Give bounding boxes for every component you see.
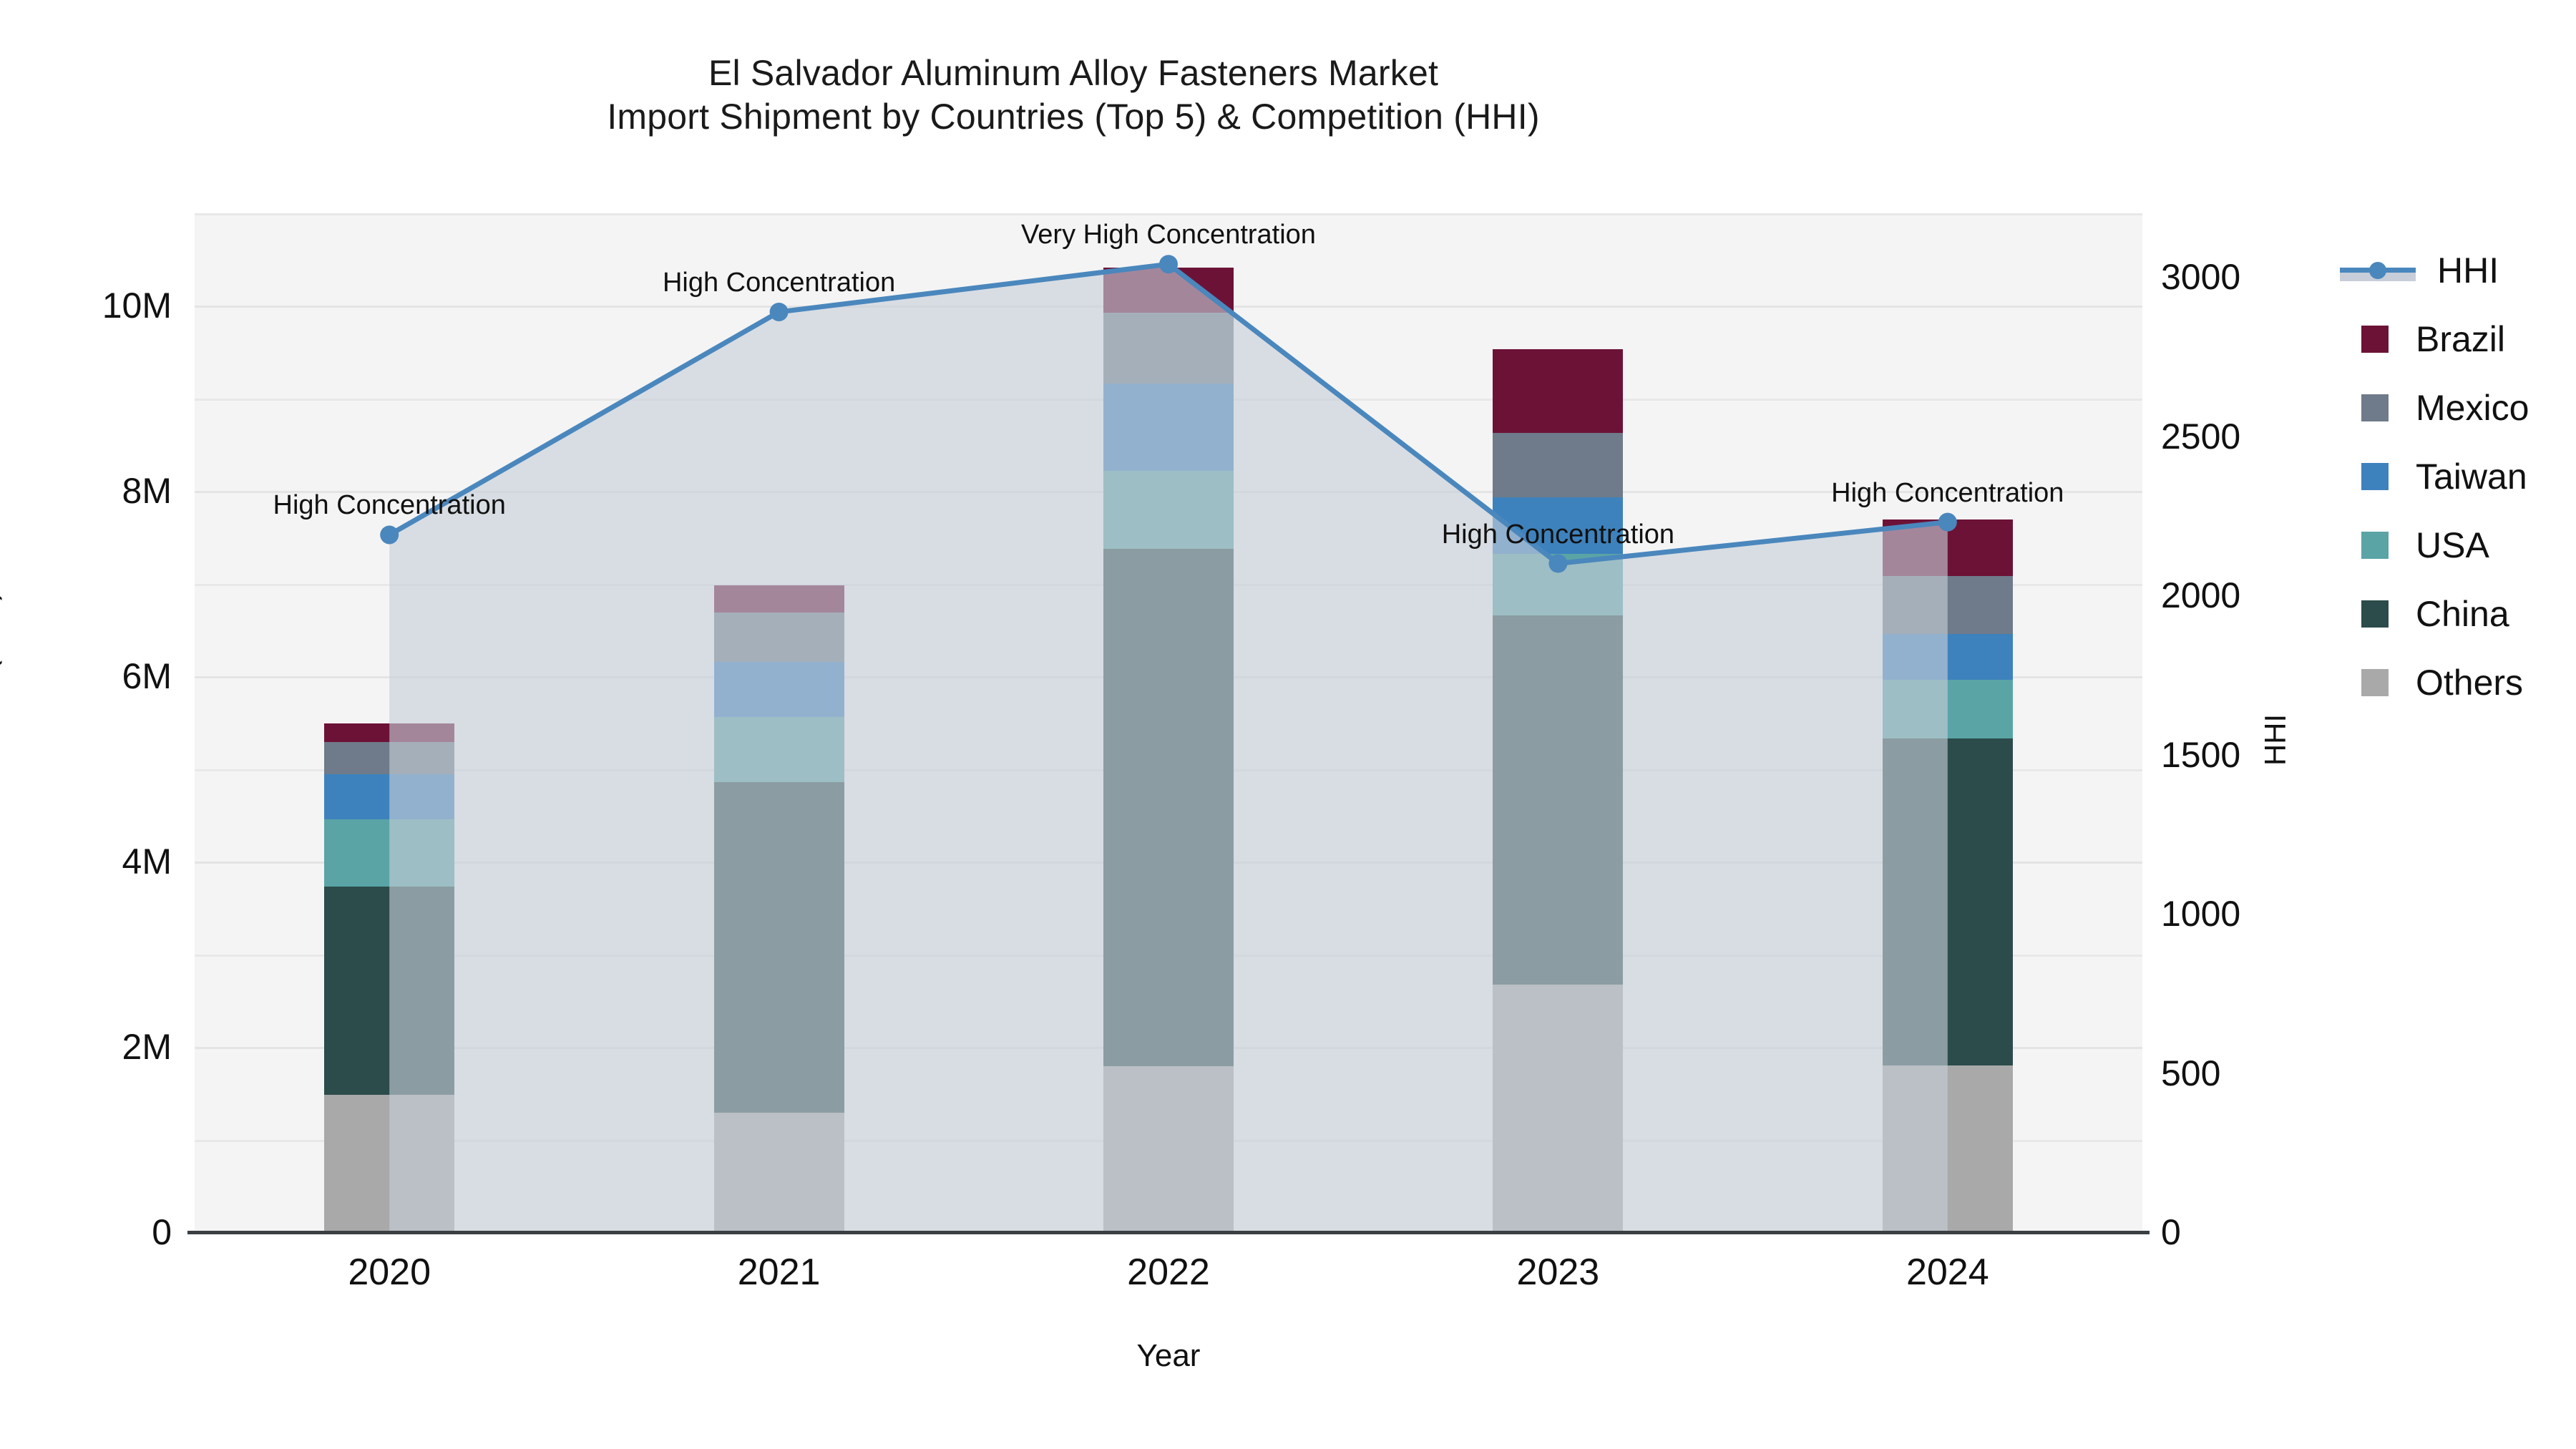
bar-segment-others[interactable]	[324, 1095, 455, 1232]
bar-segment-usa[interactable]	[1882, 680, 2013, 738]
concentration-annotation: High Concentration	[1831, 477, 2064, 508]
legend-line-icon	[2340, 260, 2416, 281]
x-axis-tick-2023: 2023	[1516, 1252, 1600, 1293]
legend-swatch-brazil	[2361, 326, 2389, 353]
legend-swatch-others	[2361, 669, 2389, 696]
bar-segment-mexico[interactable]	[1882, 576, 2013, 634]
y-axis-left-tick: 6M	[122, 656, 172, 697]
legend-label: HHI	[2437, 250, 2499, 291]
bar-segment-brazil[interactable]	[1493, 349, 1624, 433]
legend-swatch-taiwan	[2361, 463, 2389, 490]
legend-label: Taiwan	[2416, 457, 2527, 497]
x-axis-tick-2021: 2021	[737, 1252, 821, 1293]
legend-swatch-china	[2361, 600, 2389, 628]
legend-label: USA	[2416, 525, 2489, 565]
bar-segment-usa[interactable]	[1493, 554, 1624, 615]
concentration-annotation: High Concentration	[662, 267, 896, 298]
bar-segment-usa[interactable]	[713, 717, 844, 782]
x-axis-tick-2020: 2020	[348, 1252, 431, 1293]
bar-segment-taiwan[interactable]	[1882, 633, 2013, 680]
legend-item-others[interactable]: Others	[2340, 648, 2529, 717]
concentration-annotation: High Concentration	[1441, 519, 1675, 550]
legend-label: China	[2416, 594, 2509, 634]
bar-segment-china[interactable]	[1882, 738, 2013, 1065]
y-axis-right-tick: 2000	[2161, 575, 2241, 615]
legend-item-taiwan[interactable]: Taiwan	[2340, 442, 2529, 511]
legend-item-hhi[interactable]: HHI	[2340, 236, 2529, 305]
gridline	[195, 213, 2142, 215]
y-axis-right-tick: 500	[2161, 1053, 2221, 1093]
bar-segment-mexico[interactable]	[324, 742, 455, 775]
legend-line-dot	[2369, 262, 2386, 279]
legend-label: Brazil	[2416, 319, 2506, 359]
bar-segment-mexico[interactable]	[713, 612, 844, 662]
y-axis-right-tick: 3000	[2161, 257, 2241, 297]
bar-segment-usa[interactable]	[1103, 470, 1234, 549]
bar-segment-china[interactable]	[324, 887, 455, 1096]
y-axis-left-tick: 8M	[122, 471, 172, 512]
concentration-annotation: High Concentration	[273, 490, 506, 521]
bar-segment-china[interactable]	[1103, 548, 1234, 1067]
bar-segment-brazil[interactable]	[1103, 268, 1234, 313]
x-axis-line	[187, 1231, 2150, 1234]
y-axis-left-tick: 0	[152, 1212, 172, 1252]
y-axis-right-tick: 2500	[2161, 416, 2241, 457]
y-axis-right-tick: 0	[2161, 1212, 2181, 1252]
bar-segment-brazil[interactable]	[324, 723, 455, 743]
legend: HHI Brazil Mexico Taiwan USA China Others	[2340, 236, 2529, 717]
bar-segment-taiwan[interactable]	[324, 774, 455, 819]
bar-segment-china[interactable]	[1493, 615, 1624, 985]
bar-segment-brazil[interactable]	[713, 585, 844, 613]
bar-segment-others[interactable]	[1103, 1066, 1234, 1232]
bar-segment-china[interactable]	[713, 781, 844, 1113]
bar-segment-others[interactable]	[713, 1113, 844, 1232]
legend-swatch-mexico	[2361, 394, 2389, 421]
bar-segment-others[interactable]	[1493, 985, 1624, 1232]
y-axis-right-tick: 1500	[2161, 734, 2241, 775]
concentration-annotation: Very High Concentration	[1021, 220, 1316, 250]
legend-label: Mexico	[2416, 388, 2529, 428]
bar-segment-taiwan[interactable]	[713, 661, 844, 718]
legend-label: Others	[2416, 663, 2524, 703]
legend-item-china[interactable]: China	[2340, 580, 2529, 648]
y-axis-right-label: HHI	[2258, 713, 2292, 766]
chart-title: El Salvador Aluminum Alloy Fasteners Mar…	[0, 52, 2147, 139]
chart-title-line-2: Import Shipment by Countries (Top 5) & C…	[607, 97, 1540, 137]
legend-swatch-usa	[2361, 532, 2389, 559]
bar-segment-usa[interactable]	[324, 819, 455, 887]
y-axis-left-tick: 10M	[102, 286, 172, 326]
y-axis-right-tick: 1000	[2161, 894, 2241, 934]
x-axis-tick-2024: 2024	[1906, 1252, 1989, 1293]
bar-segment-mexico[interactable]	[1493, 432, 1624, 498]
legend-item-usa[interactable]: USA	[2340, 511, 2529, 580]
legend-item-mexico[interactable]: Mexico	[2340, 374, 2529, 442]
x-axis-label: Year	[1136, 1338, 1201, 1373]
y-axis-left-tick: 4M	[122, 841, 172, 882]
bar-segment-brazil[interactable]	[1882, 519, 2013, 577]
bar-segment-mexico[interactable]	[1103, 312, 1234, 384]
bar-segment-others[interactable]	[1882, 1065, 2013, 1232]
x-axis-tick-2022: 2022	[1127, 1252, 1210, 1293]
y-axis-left-tick: 2M	[122, 1027, 172, 1068]
legend-item-brazil[interactable]: Brazil	[2340, 305, 2529, 374]
y-axis-left-label: TRADE VALUE (US$)	[0, 590, 2, 890]
chart-title-line-1: El Salvador Aluminum Alloy Fasteners Mar…	[708, 53, 1439, 93]
bar-segment-taiwan[interactable]	[1103, 384, 1234, 471]
